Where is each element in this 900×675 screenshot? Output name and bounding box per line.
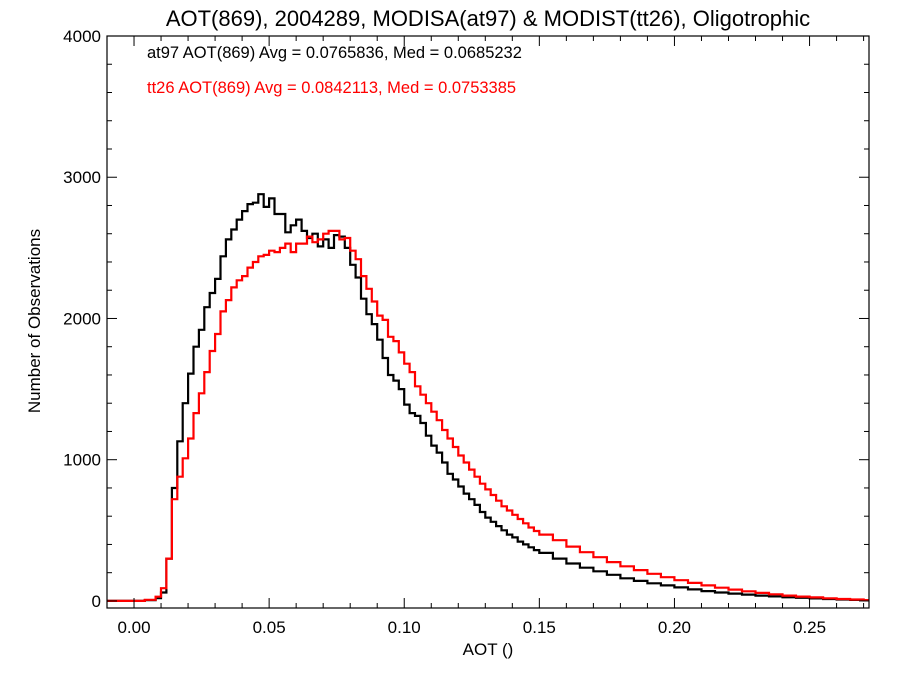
series-layer [107,193,869,602]
y-axis-title: Number of Observations [25,229,44,413]
x-axis-ticks: 0.00 0.05 0.10 0.15 0.20 0.25 [106,36,865,637]
legend-entry-at97: at97 AOT(869) Avg = 0.0765836, Med = 0.0… [147,44,522,62]
x-tick-label: 0.10 [388,618,421,637]
y-tick-label: 3000 [63,168,101,187]
y-tick-label: 1000 [63,451,101,470]
y-tick-label: 2000 [63,309,101,328]
legend-entry-tt26: tt26 AOT(869) Avg = 0.0842113, Med = 0.0… [147,79,516,97]
y-tick-label: 4000 [63,27,101,46]
chart-title: AOT(869), 2004289, MODISA(at97) & MODIST… [166,6,810,31]
x-tick-label: 0.00 [117,618,150,637]
x-tick-label: 0.15 [523,618,556,637]
y-tick-label: 0 [92,592,101,611]
x-tick-label: 0.25 [793,618,826,637]
series-line-at97 [107,193,869,602]
plot-frame [106,35,870,609]
y-axis-ticks: 0 1000 2000 3000 4000 [63,27,869,611]
x-axis-title: AOT () [463,640,514,659]
x-tick-label: 0.05 [253,618,286,637]
x-tick-label: 0.20 [658,618,691,637]
series-line-tt26 [107,229,869,602]
